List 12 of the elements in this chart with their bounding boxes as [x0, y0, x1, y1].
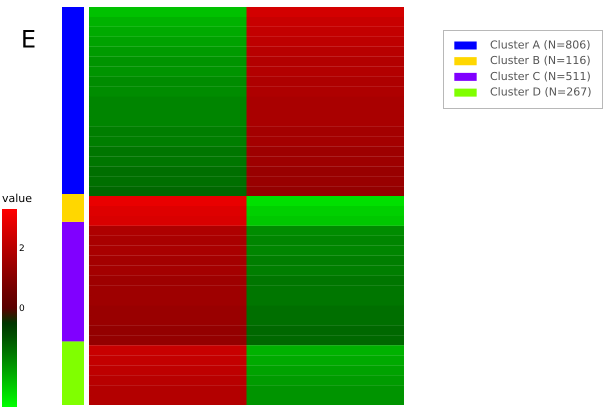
bar [62, 222, 84, 342]
bar [62, 7, 84, 194]
legend-label: Cluster D (N=267) [490, 86, 592, 99]
bar [62, 194, 84, 222]
bar [62, 341, 84, 405]
color-bar-label: 2 [19, 244, 25, 254]
legend-label: Cluster A (N=806) [490, 38, 591, 52]
color-bar-label: 0 [19, 304, 25, 314]
text: E [20, 26, 36, 54]
legend-label: Cluster C (N=511) [490, 70, 591, 83]
legend-label: Cluster B (N=116) [490, 54, 591, 68]
color-bar-title: value [2, 192, 32, 205]
